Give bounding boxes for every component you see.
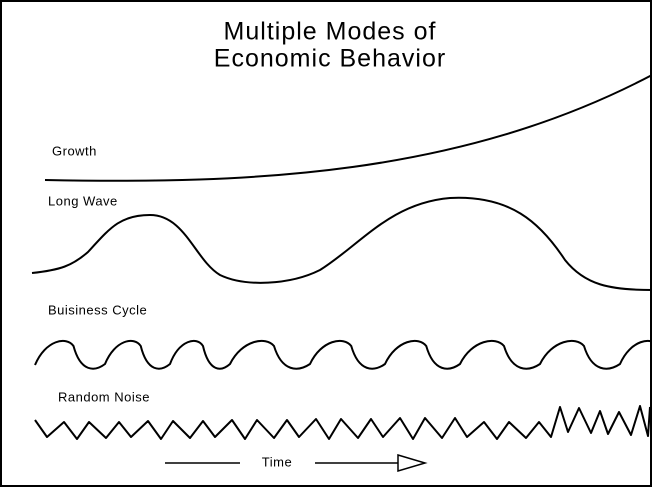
growth-curve xyxy=(44,74,652,182)
mode-label: Buisiness Cycle xyxy=(48,302,147,317)
title-line: Economic Behavior xyxy=(214,45,446,73)
arrow-head xyxy=(397,453,428,473)
long-wave-curve xyxy=(31,196,652,291)
business-cycle-curve xyxy=(34,339,652,370)
random-noise-curve xyxy=(34,405,651,440)
mode-label: Random Noise xyxy=(58,389,150,404)
axis-label: Time xyxy=(262,454,292,469)
title-line: Multiple Modes of xyxy=(224,18,437,46)
mode-label: Long Wave xyxy=(48,193,118,208)
mode-label: Growth xyxy=(52,143,97,158)
